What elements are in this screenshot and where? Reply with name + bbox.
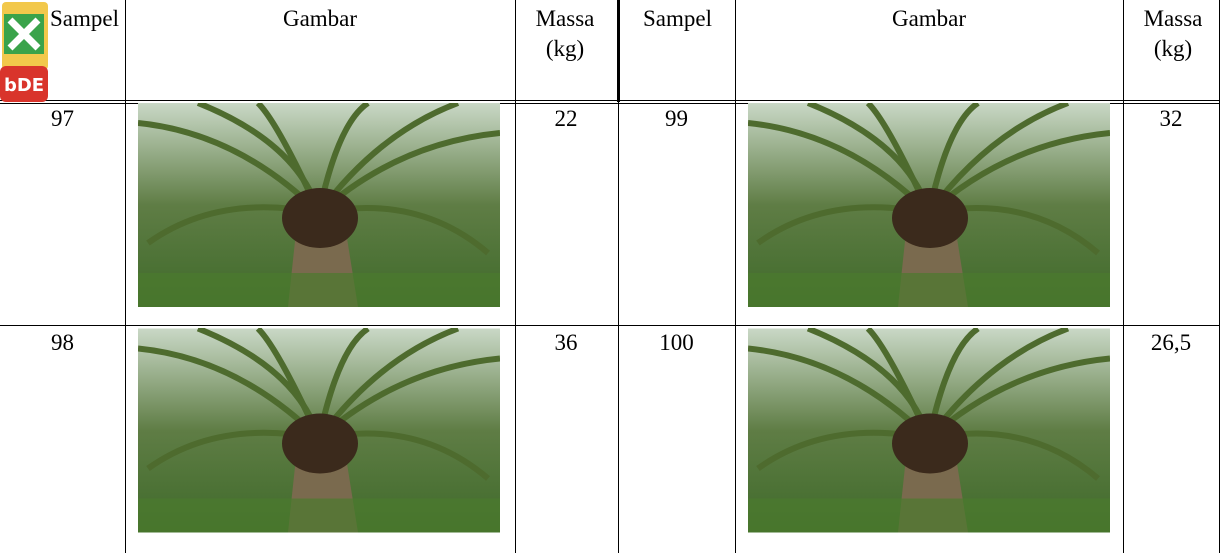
cell: 97	[51, 106, 74, 131]
photo	[748, 103, 1110, 307]
header-cell: Sampel	[643, 6, 712, 31]
row-line	[0, 103, 1220, 104]
cell: 36	[554, 330, 578, 355]
cell: 26,5	[1150, 330, 1192, 355]
header-cell: Massa (kg)	[535, 6, 595, 61]
col-line	[618, 102, 619, 553]
photo	[748, 328, 1110, 533]
cell: 100	[659, 330, 694, 355]
cell: 22	[554, 106, 578, 131]
cell: 99	[665, 106, 688, 131]
cell: 98	[51, 330, 74, 355]
cell: 32	[1159, 106, 1183, 131]
col-line	[1123, 0, 1124, 553]
col-line	[735, 0, 736, 553]
col-line	[1219, 0, 1220, 553]
header-cell: Massa (kg)	[1143, 6, 1203, 61]
app-icon: bDE	[0, 2, 48, 102]
row-line	[0, 100, 1220, 101]
col-line	[125, 0, 126, 553]
col-line	[617, 0, 620, 102]
header-cell: Gambar	[282, 6, 358, 31]
photo	[138, 103, 500, 307]
header-cell: Sampel	[50, 6, 119, 31]
photo	[138, 328, 500, 533]
header-cell: Gambar	[891, 6, 967, 31]
row-line	[0, 325, 1220, 326]
col-line	[515, 0, 516, 553]
icon-label: bDE	[4, 75, 44, 96]
